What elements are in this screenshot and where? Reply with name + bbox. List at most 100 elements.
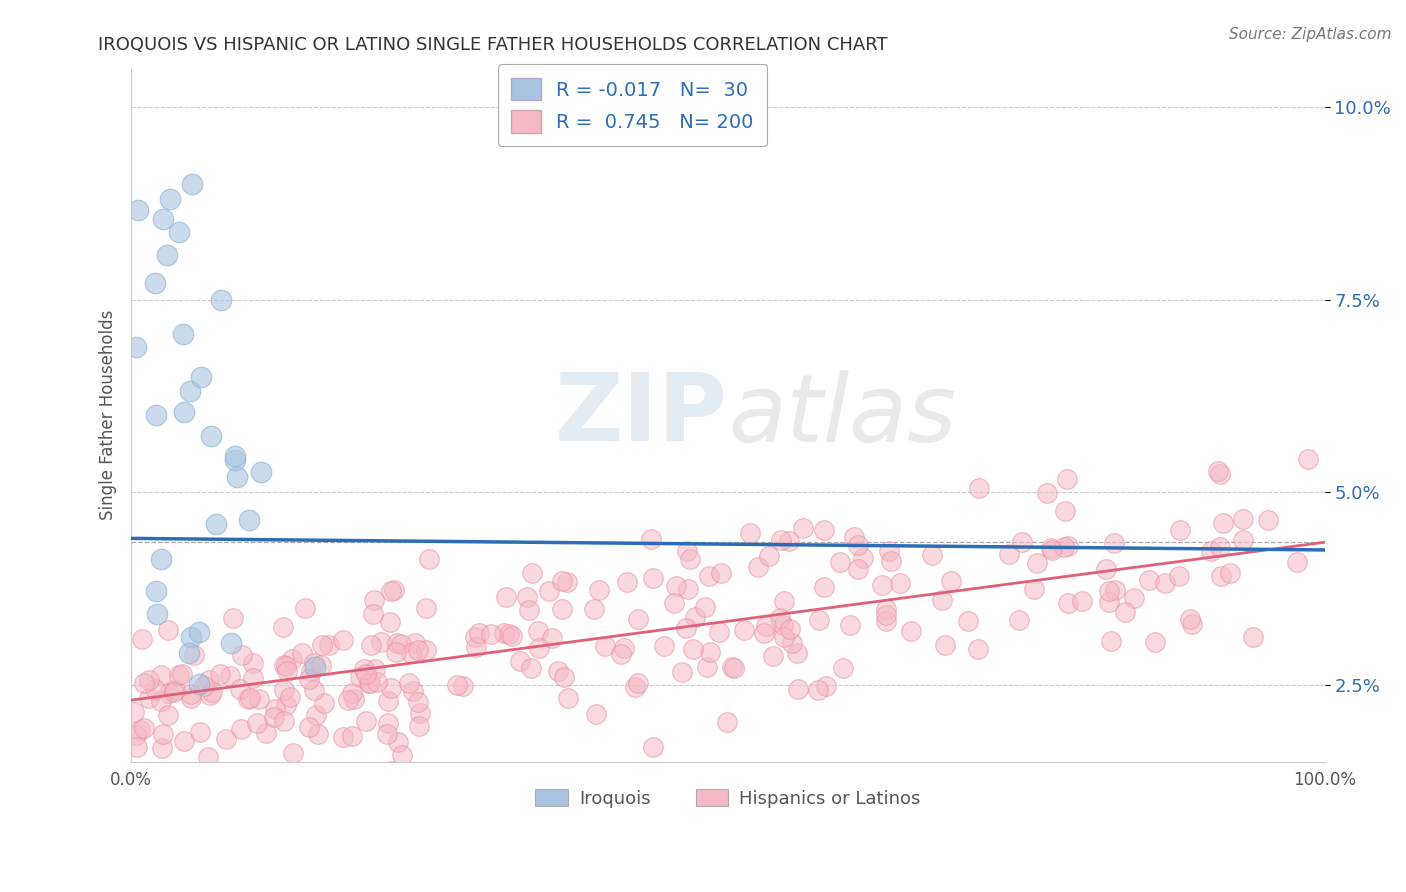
- Point: [377, 694, 399, 708]
- Point: [839, 618, 862, 632]
- Point: [527, 624, 550, 638]
- Point: [359, 676, 381, 690]
- Point: [214, 731, 236, 746]
- Point: [1102, 536, 1125, 550]
- Point: [675, 621, 697, 635]
- Point: [408, 718, 430, 732]
- Point: [343, 692, 366, 706]
- Point: [1070, 594, 1092, 608]
- Point: [187, 624, 209, 639]
- Point: [404, 636, 426, 650]
- Point: [464, 640, 486, 654]
- Point: [382, 582, 405, 597]
- Point: [127, 202, 149, 217]
- Point: [557, 574, 579, 589]
- Point: [770, 533, 793, 547]
- Point: [468, 626, 491, 640]
- Point: [415, 600, 437, 615]
- Point: [157, 686, 180, 700]
- Point: [479, 627, 502, 641]
- Point: [755, 619, 778, 633]
- Point: [299, 664, 322, 678]
- Point: [229, 723, 252, 737]
- Point: [273, 682, 295, 697]
- Point: [676, 582, 699, 596]
- Point: [254, 725, 277, 739]
- Point: [121, 770, 143, 784]
- Point: [967, 642, 990, 657]
- Point: [418, 552, 440, 566]
- Point: [807, 682, 830, 697]
- Point: [273, 714, 295, 728]
- Point: [541, 632, 564, 646]
- Point: [340, 686, 363, 700]
- Point: [378, 615, 401, 629]
- Point: [931, 593, 953, 607]
- Point: [553, 670, 575, 684]
- Point: [786, 646, 808, 660]
- Point: [125, 340, 148, 354]
- Point: [529, 641, 551, 656]
- Point: [354, 667, 377, 681]
- Point: [340, 729, 363, 743]
- Point: [551, 601, 574, 615]
- Point: [146, 607, 169, 621]
- Point: [640, 533, 662, 547]
- Point: [363, 592, 385, 607]
- Point: [1257, 513, 1279, 527]
- Point: [699, 569, 721, 583]
- Point: [1057, 540, 1080, 554]
- Point: [274, 698, 297, 712]
- Point: [381, 764, 404, 778]
- Point: [551, 574, 574, 588]
- Point: [1209, 467, 1232, 481]
- Point: [242, 656, 264, 670]
- Point: [934, 638, 956, 652]
- Point: [1056, 472, 1078, 486]
- Point: [1094, 562, 1116, 576]
- Point: [209, 293, 232, 308]
- Point: [263, 709, 285, 723]
- Point: [242, 671, 264, 685]
- Point: [281, 747, 304, 761]
- Point: [813, 523, 835, 537]
- Point: [792, 521, 814, 535]
- Point: [415, 643, 437, 657]
- Point: [842, 530, 865, 544]
- Point: [682, 642, 704, 657]
- Point: [921, 548, 943, 562]
- Point: [1219, 566, 1241, 580]
- Point: [522, 566, 544, 580]
- Point: [377, 716, 399, 731]
- Point: [813, 580, 835, 594]
- Point: [152, 212, 174, 227]
- Point: [152, 727, 174, 741]
- Point: [183, 648, 205, 663]
- Point: [627, 612, 650, 626]
- Point: [281, 651, 304, 665]
- Point: [610, 647, 633, 661]
- Point: [1036, 485, 1059, 500]
- Point: [298, 720, 321, 734]
- Point: [165, 682, 187, 697]
- Point: [875, 607, 897, 622]
- Point: [209, 667, 232, 681]
- Point: [291, 646, 314, 660]
- Point: [464, 630, 486, 644]
- Point: [679, 552, 702, 566]
- Point: [311, 638, 333, 652]
- Point: [769, 610, 792, 624]
- Point: [1209, 541, 1232, 555]
- Point: [138, 673, 160, 688]
- Point: [828, 555, 851, 569]
- Point: [247, 692, 270, 706]
- Point: [309, 657, 332, 672]
- Point: [1040, 542, 1063, 557]
- Text: IROQUOIS VS HISPANIC OR LATINO SINGLE FATHER HOUSEHOLDS CORRELATION CHART: IROQUOIS VS HISPANIC OR LATINO SINGLE FA…: [98, 36, 889, 54]
- Point: [707, 624, 730, 639]
- Point: [879, 543, 901, 558]
- Point: [304, 660, 326, 674]
- Point: [149, 551, 172, 566]
- Point: [1022, 582, 1045, 597]
- Point: [1040, 541, 1063, 556]
